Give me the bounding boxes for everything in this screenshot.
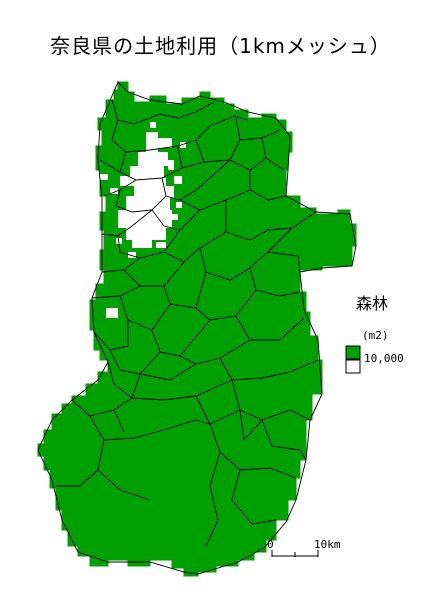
forest-area: [37, 81, 357, 577]
scale-start-label: 0: [267, 538, 274, 551]
legend-forest-swatch: [345, 345, 361, 360]
legend-label-forest: 10,000: [364, 352, 404, 365]
scale-end-label: 10km: [314, 538, 341, 551]
legend-nonforest-swatch: [345, 359, 361, 374]
map-title: 奈良県の土地利用（1kmメッシュ）: [50, 34, 391, 58]
scale-bar: [271, 550, 319, 557]
legend-unit: (m2): [362, 329, 389, 342]
legend-title: 森林: [356, 294, 389, 313]
municipal-boundaries: [37, 81, 357, 575]
